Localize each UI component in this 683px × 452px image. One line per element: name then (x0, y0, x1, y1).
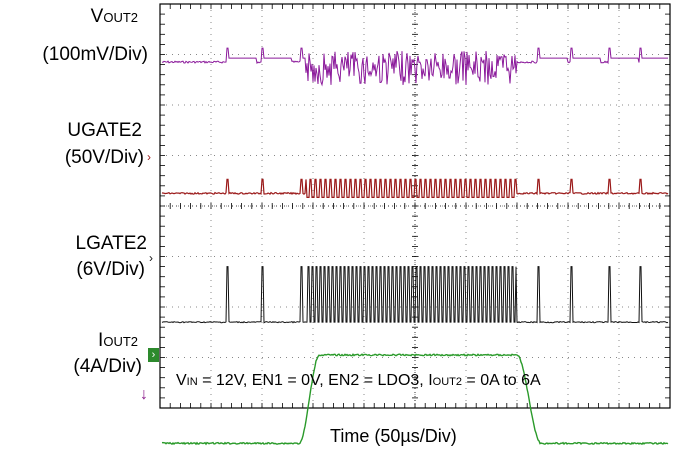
channel-scale-lgate2: (6V/Div) (76, 259, 145, 280)
traces (161, 47, 669, 446)
channel-label-vout2: VOUT2 (90, 6, 138, 27)
channel-label-iout2: IOUT2 (98, 330, 138, 351)
lgate2-trace (161, 266, 669, 324)
channel-scale-iout2: (4A/Div) (73, 356, 142, 377)
x-axis-label: Time (50µs/Div) (330, 426, 457, 446)
test-conditions-annotation: VIN = 12V, EN1 = 0V, EN2 = LDO3, IOUT2 =… (176, 372, 541, 389)
trigger-arrow-icon: ↓ (140, 386, 148, 403)
channel-scale-ugate2: (50V/Div) (64, 147, 144, 168)
ugate2-trace (161, 178, 669, 198)
ugate2-ground-marker-icon: › (147, 150, 151, 164)
iout2-ground-marker-icon: › (148, 348, 159, 362)
channel-label-lgate2: LGATE2 (75, 233, 147, 254)
grid (159, 3, 671, 409)
channel-label-ugate2: UGATE2 (67, 120, 142, 141)
lgate2-ground-marker-icon: › (149, 251, 153, 265)
vout2-trace (161, 47, 668, 87)
channel-scale-vout2: (100mV/Div) (42, 44, 148, 65)
iout2-trace (161, 353, 669, 446)
